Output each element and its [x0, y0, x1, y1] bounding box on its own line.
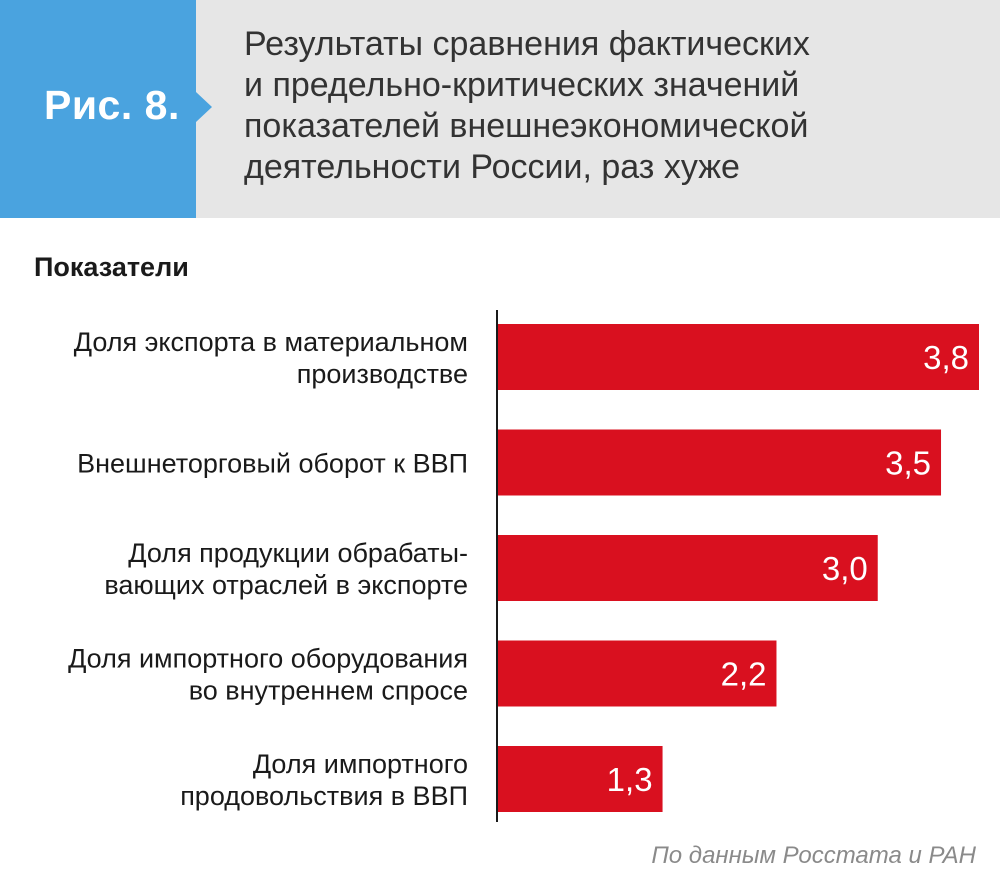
- category-label: во внутреннем спросе: [189, 676, 468, 706]
- figure-header: Рис. 8. Результаты сравнения фактических…: [0, 0, 1000, 218]
- category-label: продовольствия в ВВП: [180, 781, 468, 811]
- bar-value-label: 3,8: [923, 339, 969, 376]
- bar-value-label: 2,2: [721, 656, 767, 693]
- category-label: Внешнеторговый оборот к ВВП: [77, 449, 468, 479]
- figure-title-line: и предельно-критических значений: [244, 66, 800, 104]
- source-note: По данным Росстата и РАН: [651, 842, 976, 869]
- category-label: вающих отраслей в экспорте: [104, 570, 468, 600]
- figure-title-line: показателей внешнеэкономической: [244, 107, 809, 145]
- bar: [498, 640, 777, 707]
- category-label: производстве: [297, 359, 468, 389]
- bar: [498, 535, 878, 601]
- bar-value-label: 3,0: [822, 550, 868, 587]
- category-label: Доля импортного оборудования: [68, 644, 468, 674]
- figure-title-line: деятельности России, раз хуже: [244, 148, 740, 186]
- category-label: Доля импортного: [253, 749, 468, 779]
- bar-value-label: 1,3: [607, 761, 653, 798]
- bar-value-label: 3,5: [885, 445, 931, 482]
- bar: [498, 746, 663, 812]
- figure-title: Результаты сравнения фактических и преде…: [244, 24, 944, 188]
- badge-arrow-shape: [0, 0, 212, 218]
- category-label: Доля экспорта в материальном: [74, 327, 468, 357]
- bar: [498, 429, 942, 496]
- category-label: Доля продукции обрабаты-: [128, 538, 468, 568]
- figure-number: Рис. 8.: [44, 82, 180, 128]
- figure-title-line: Результаты сравнения фактических: [244, 25, 810, 63]
- bar: [498, 324, 979, 390]
- figure-number-badge: Рис. 8.: [0, 0, 212, 218]
- category-axis-title: Показатели: [34, 252, 189, 282]
